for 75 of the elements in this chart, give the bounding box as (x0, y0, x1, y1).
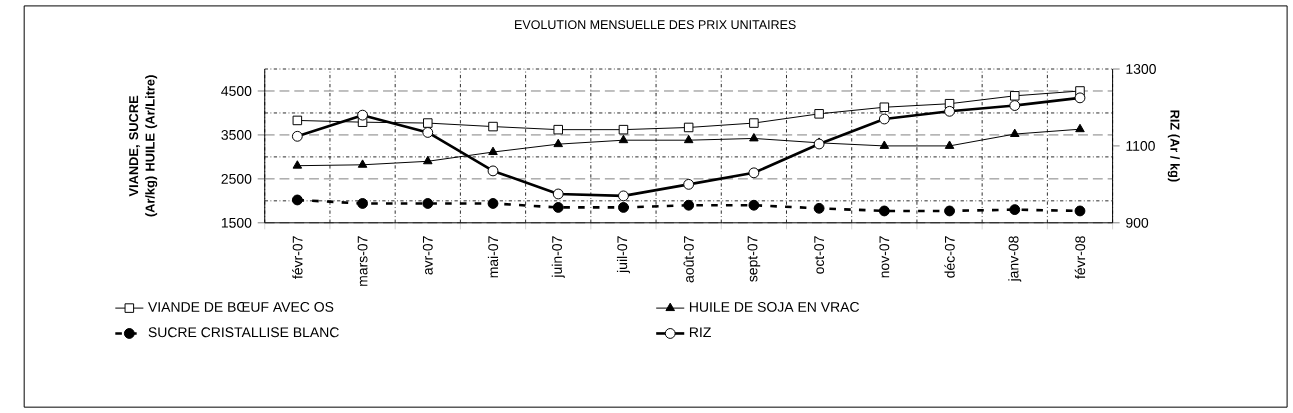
point (552, 201, 564, 213)
y-axis-title: VIANDE, SUCRE (Ar/kg) HUILE (Ar/Litre) (129, 75, 158, 217)
point (1009, 204, 1021, 216)
x-tick-label: juin-07 (551, 236, 565, 278)
x-tick-label: oct-07 (814, 236, 825, 274)
chart-title: EVOLUTION MENSUELLE DES PRIX UNITAIRES (515, 20, 796, 30)
point (813, 138, 825, 150)
point (618, 190, 629, 202)
point (944, 205, 955, 217)
point (618, 201, 629, 213)
point (488, 121, 498, 132)
y2-axis-title: RIZ (Ar / kg) (1167, 110, 1180, 182)
point (879, 102, 890, 112)
point (291, 194, 303, 206)
point (422, 198, 434, 209)
point (749, 132, 759, 142)
x-tick-label: mars-07 (357, 236, 368, 286)
point (618, 124, 629, 135)
point (357, 198, 368, 209)
point (292, 160, 303, 169)
point (552, 188, 564, 200)
point (814, 109, 824, 119)
y-tick-label: 2500 (221, 173, 252, 184)
legend-label: RIZ (689, 327, 711, 338)
point (487, 165, 499, 177)
point (488, 146, 498, 155)
x-tick-label: déc-07 (944, 236, 955, 278)
point (944, 105, 955, 117)
x-tick-label: févr-08 (1074, 236, 1086, 279)
y-tick-label: 1500 (221, 217, 252, 228)
x-tick-label: août-07 (683, 236, 694, 283)
point (1074, 205, 1086, 217)
legend-label: SUCRE CRISTALLISE BLANC (148, 327, 339, 338)
x-tick-label: avr-07 (422, 236, 433, 275)
point (878, 205, 890, 217)
point (423, 155, 433, 165)
point (944, 140, 955, 149)
point (748, 167, 760, 179)
point (749, 118, 759, 128)
point (683, 178, 695, 190)
x-tick-label: janv-08 (1008, 236, 1022, 282)
y2-tick-label: 1100 (1126, 140, 1155, 151)
x-tick-label: nov-07 (879, 236, 890, 278)
point (683, 122, 694, 133)
x-tick-label: sept-07 (747, 236, 761, 282)
x-tick-label: févr-07 (292, 236, 303, 279)
point (813, 202, 825, 214)
y2-tick-label: 900 (1126, 217, 1149, 228)
point (487, 198, 499, 209)
point (748, 199, 760, 211)
point (1010, 128, 1020, 137)
point (357, 159, 368, 168)
legend-label: HUILE DE SOJA EN VRAC (689, 301, 860, 312)
point (423, 118, 433, 128)
point (879, 140, 890, 149)
point (1009, 100, 1021, 111)
point (422, 127, 434, 138)
point (292, 115, 303, 126)
point (683, 199, 695, 211)
point (1074, 92, 1086, 104)
legend-label: VIANDE DE BŒUF AVEC OS (148, 301, 334, 312)
point (553, 124, 563, 135)
point (291, 130, 303, 142)
point (1075, 123, 1085, 133)
point (683, 134, 694, 144)
point (553, 138, 563, 148)
y-tick-label: 3500 (221, 129, 252, 140)
y-tick-label: 4500 (221, 86, 252, 96)
point (618, 134, 629, 144)
x-tick-label: mai-07 (487, 236, 499, 278)
point (1009, 91, 1020, 101)
point (357, 109, 368, 121)
point (878, 113, 890, 125)
y2-tick-label: 1300 (1126, 64, 1156, 74)
x-tick-label: juil-07 (616, 236, 630, 274)
